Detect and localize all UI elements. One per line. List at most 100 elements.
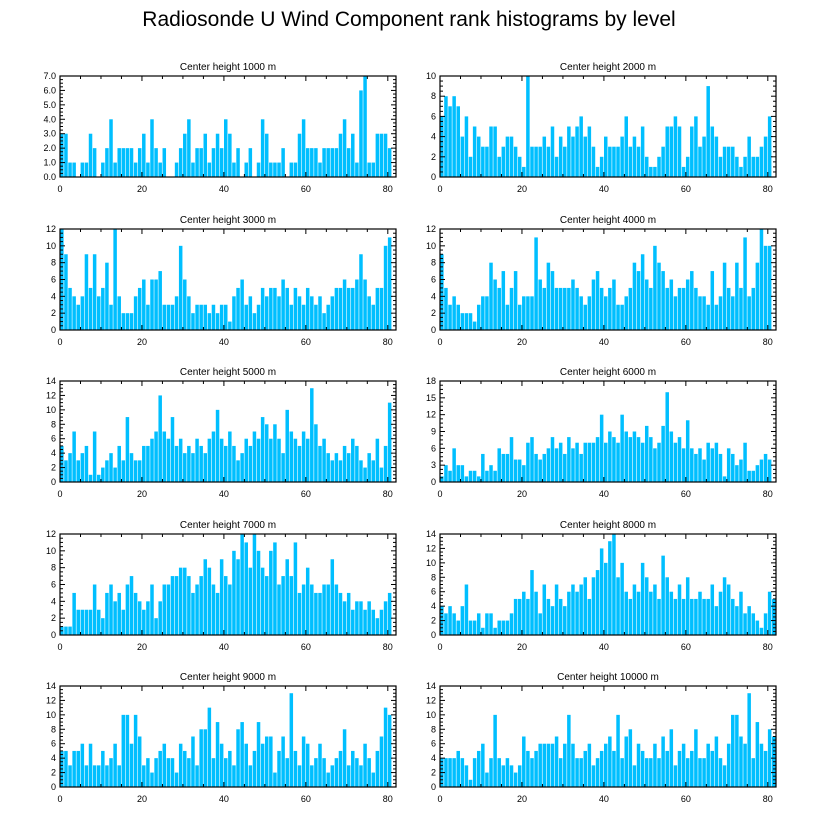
bar [330, 765, 335, 787]
bar [735, 156, 739, 177]
bar [595, 271, 600, 330]
bar [665, 126, 669, 177]
bar [604, 136, 608, 177]
bar [72, 162, 76, 177]
bar [743, 613, 747, 635]
bar [359, 90, 363, 177]
bar [563, 287, 567, 330]
bar [624, 591, 628, 635]
bar [363, 609, 367, 635]
bar [195, 304, 199, 330]
bar [285, 758, 289, 787]
bar [359, 460, 363, 482]
bar [142, 445, 146, 482]
bar [252, 534, 257, 635]
bar [722, 476, 727, 482]
bar [117, 445, 121, 482]
bar [334, 758, 339, 787]
bar [620, 304, 624, 330]
bar [76, 304, 80, 330]
bar [444, 758, 448, 787]
bar [252, 750, 257, 787]
bar [240, 722, 244, 787]
x-tick-label: 40 [219, 337, 229, 347]
bar [452, 448, 456, 482]
bar [293, 542, 298, 635]
y-tick-label: 12 [426, 695, 436, 705]
bar [669, 279, 674, 330]
bar [236, 287, 240, 330]
bar [64, 133, 68, 177]
bar [464, 765, 469, 787]
bar [383, 601, 388, 635]
x-tick-label: 40 [599, 184, 609, 194]
bar [96, 474, 101, 482]
bar [505, 620, 510, 635]
bar [158, 162, 162, 177]
bar [599, 750, 604, 787]
x-tick-label: 40 [599, 489, 609, 499]
bar [314, 304, 318, 330]
bar [264, 296, 269, 330]
bar [485, 146, 489, 177]
bar [183, 567, 187, 635]
y-tick-label: 8 [51, 563, 56, 573]
bar [587, 743, 592, 787]
bar [476, 476, 481, 482]
y-tick-label: 0.0 [43, 172, 56, 182]
bar [681, 598, 686, 635]
bar [248, 296, 253, 330]
bar [542, 136, 547, 177]
bar [80, 162, 85, 177]
bar [305, 567, 310, 635]
y-tick-label: 2 [51, 613, 56, 623]
y-tick-label: 6 [51, 434, 56, 444]
bar [121, 460, 126, 482]
bar [767, 591, 772, 635]
bar [101, 618, 105, 635]
bar [367, 601, 371, 635]
bar [661, 736, 665, 787]
bar [285, 559, 289, 635]
bar [763, 613, 768, 635]
bar [481, 743, 485, 787]
bar [444, 287, 448, 330]
bar [554, 584, 559, 635]
bar [92, 148, 97, 177]
panel-title: Center height 7000 m [180, 520, 276, 531]
bar [318, 296, 322, 330]
bar [68, 162, 72, 177]
bar [747, 693, 751, 787]
bar [628, 598, 633, 635]
bar [636, 437, 641, 482]
bar [248, 445, 253, 482]
bar [125, 313, 130, 330]
y-tick-label: 4 [51, 596, 56, 606]
bar [289, 431, 294, 482]
bar [260, 119, 265, 177]
bar [591, 279, 596, 330]
bar [371, 772, 376, 787]
bar [661, 146, 665, 177]
bar [763, 453, 768, 482]
bar [375, 750, 380, 787]
bar [649, 166, 653, 177]
bar [694, 287, 698, 330]
x-tick-label: 60 [301, 794, 311, 804]
bar [739, 166, 743, 177]
bar [685, 758, 690, 787]
bar [628, 146, 633, 177]
y-tick-label: 10 [46, 546, 56, 556]
bar [64, 460, 68, 482]
bar [591, 442, 596, 482]
x-tick-label: 60 [681, 337, 691, 347]
bar [240, 534, 244, 635]
bar [113, 743, 117, 787]
bar [224, 576, 228, 635]
bar [244, 438, 248, 482]
bar [575, 442, 579, 482]
x-tick-label: 80 [383, 489, 393, 499]
bar [460, 465, 465, 482]
bar [142, 279, 146, 330]
bar [76, 750, 80, 787]
